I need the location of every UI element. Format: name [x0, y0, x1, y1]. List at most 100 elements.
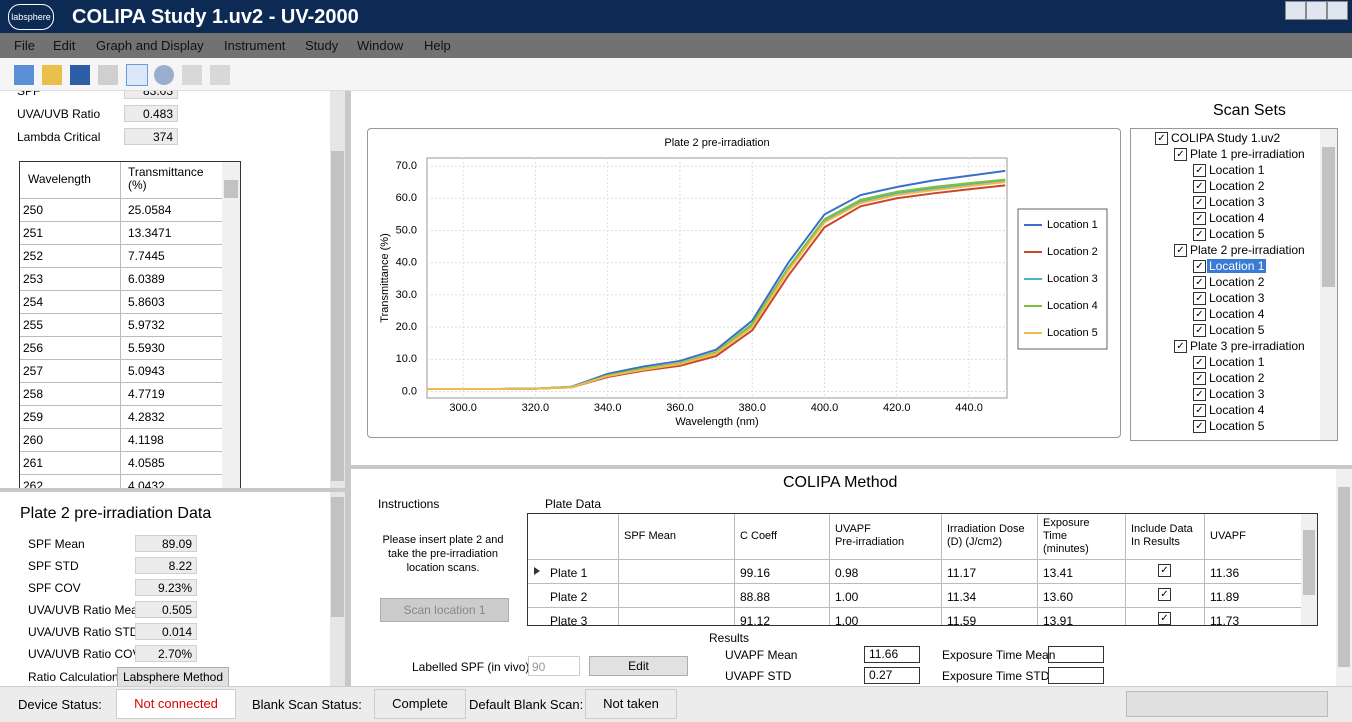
- table-cell: 1.00: [835, 614, 858, 626]
- include-checkbox[interactable]: ✓: [1158, 612, 1171, 625]
- tree-item[interactable]: Plate 3 pre-irradiation: [1188, 339, 1307, 353]
- spin-box[interactable]: 90: [528, 656, 580, 676]
- menu-item[interactable]: Graph and Display: [96, 38, 204, 53]
- tool-icon[interactable]: [42, 65, 62, 85]
- scroll-thumb[interactable]: [1303, 530, 1315, 595]
- table-cell: 258: [23, 387, 43, 401]
- ratio-button[interactable]: Labsphere Method: [117, 667, 229, 687]
- field-value[interactable]: [1048, 646, 1104, 663]
- field-label: Exposure Time STD: [942, 669, 1049, 683]
- tree-checkbox[interactable]: ✓: [1193, 276, 1206, 289]
- tree-item[interactable]: Location 2: [1207, 179, 1266, 193]
- field-value[interactable]: [1048, 667, 1104, 684]
- x-tick-label: 420.0: [883, 402, 911, 414]
- x-tick-label: 440.0: [955, 402, 983, 414]
- table-cell: 4.0585: [128, 456, 165, 470]
- tree-item[interactable]: COLIPA Study 1.uv2: [1169, 131, 1282, 145]
- field-label: SPF: [17, 91, 40, 98]
- tree-checkbox[interactable]: ✓: [1174, 148, 1187, 161]
- tree-item[interactable]: Plate 1 pre-irradiation: [1188, 147, 1307, 161]
- tree-item[interactable]: Location 5: [1207, 323, 1266, 337]
- tree-checkbox[interactable]: ✓: [1193, 420, 1206, 433]
- tree-checkbox[interactable]: ✓: [1193, 404, 1206, 417]
- tool-icon[interactable]: [154, 65, 174, 85]
- field-label: UVA/UVB Ratio COV: [28, 647, 140, 661]
- tree-item[interactable]: Location 4: [1207, 403, 1266, 417]
- tree-item[interactable]: Location 5: [1207, 419, 1266, 433]
- y-tick-label: 30.0: [396, 289, 417, 301]
- tree-checkbox[interactable]: ✓: [1193, 292, 1206, 305]
- minimize[interactable]: [1285, 1, 1306, 20]
- tree-checkbox[interactable]: ✓: [1155, 132, 1168, 145]
- tree-item[interactable]: Location 2: [1207, 371, 1266, 385]
- tree-item[interactable]: Location 4: [1207, 307, 1266, 321]
- include-checkbox[interactable]: ✓: [1158, 588, 1171, 601]
- menu-item[interactable]: Edit: [53, 38, 75, 53]
- tree-checkbox[interactable]: ✓: [1193, 356, 1206, 369]
- scan-button[interactable]: Scan location 1: [380, 598, 509, 622]
- restore[interactable]: [1306, 1, 1327, 20]
- scroll-thumb[interactable]: [224, 180, 238, 198]
- edit-button[interactable]: Edit: [589, 656, 688, 676]
- menu-item[interactable]: Help: [424, 38, 451, 53]
- field-label: SPF Mean: [28, 537, 85, 551]
- instructions: Please insert plate 2 and take the pre-i…: [373, 533, 513, 575]
- scrollbar[interactable]: [330, 492, 345, 686]
- table-cell: 13.41: [1043, 566, 1073, 580]
- tree-checkbox[interactable]: ✓: [1193, 372, 1206, 385]
- plate-table: SPF MeanC CoeffUVAPF Pre-irradiationIrra…: [527, 513, 1318, 626]
- tree-item[interactable]: Location 1: [1207, 163, 1266, 177]
- table-cell: 5.5930: [128, 341, 165, 355]
- table-cell: 13.91: [1043, 614, 1073, 626]
- table-cell: 11.73: [1210, 614, 1239, 626]
- menu-item[interactable]: Window: [357, 38, 403, 53]
- tree-item[interactable]: Location 1: [1207, 355, 1266, 369]
- graph-panel: Scan SetsPlate 2 pre-irradiation0.010.02…: [351, 91, 1352, 465]
- tree-item[interactable]: Location 5: [1207, 227, 1266, 241]
- row-line: [20, 451, 222, 452]
- field-value: 83.03: [124, 91, 178, 99]
- tree-item[interactable]: Location 4: [1207, 211, 1266, 225]
- legend-label: Location 2: [1047, 246, 1098, 258]
- tool-icon[interactable]: [182, 65, 202, 85]
- tool-icon[interactable]: [14, 65, 34, 85]
- column-header: Include Data In Results: [1131, 523, 1193, 549]
- tool-icon[interactable]: [210, 65, 230, 85]
- scrollbar[interactable]: [222, 162, 240, 488]
- tree-item[interactable]: Plate 2 pre-irradiation: [1188, 243, 1307, 257]
- tree-checkbox[interactable]: ✓: [1193, 228, 1206, 241]
- menu-item[interactable]: Instrument: [224, 38, 285, 53]
- column-divider: [1204, 514, 1205, 625]
- tool-icon[interactable]: [70, 65, 90, 85]
- tree-checkbox[interactable]: ✓: [1193, 180, 1206, 193]
- tree-checkbox[interactable]: ✓: [1174, 340, 1187, 353]
- tree-item[interactable]: Location 1: [1207, 259, 1266, 273]
- tree-checkbox[interactable]: ✓: [1193, 196, 1206, 209]
- tree-item[interactable]: Location 2: [1207, 275, 1266, 289]
- tree-item[interactable]: Location 3: [1207, 291, 1266, 305]
- tool-icon[interactable]: [126, 64, 148, 86]
- tree-checkbox[interactable]: ✓: [1174, 244, 1187, 257]
- x-axis-label: Wavelength (nm): [675, 416, 758, 428]
- tree-checkbox[interactable]: ✓: [1193, 164, 1206, 177]
- tree-checkbox[interactable]: ✓: [1193, 388, 1206, 401]
- tree-checkbox[interactable]: ✓: [1193, 212, 1206, 225]
- field-label: Exposure Time Mean: [942, 648, 1055, 662]
- tree-item[interactable]: Location 3: [1207, 387, 1266, 401]
- menu-item[interactable]: File: [14, 38, 35, 53]
- scrollbar[interactable]: [330, 91, 345, 488]
- header-divider: [120, 162, 121, 488]
- include-checkbox[interactable]: ✓: [1158, 564, 1171, 577]
- tree-checkbox[interactable]: ✓: [1193, 308, 1206, 321]
- tree-item[interactable]: Location 3: [1207, 195, 1266, 209]
- tree-checkbox[interactable]: ✓: [1193, 324, 1206, 337]
- row-line: [20, 244, 222, 245]
- scroll-thumb[interactable]: [1338, 487, 1350, 667]
- scroll-thumb[interactable]: [1322, 147, 1335, 287]
- column-header: Irradiation Dose (D) (J/cm2): [947, 523, 1025, 549]
- close[interactable]: [1327, 1, 1348, 20]
- tool-icon[interactable]: [98, 65, 118, 85]
- tree-checkbox[interactable]: ✓: [1193, 260, 1206, 273]
- field-label: SPF COV: [28, 581, 81, 595]
- menu-item[interactable]: Study: [305, 38, 338, 53]
